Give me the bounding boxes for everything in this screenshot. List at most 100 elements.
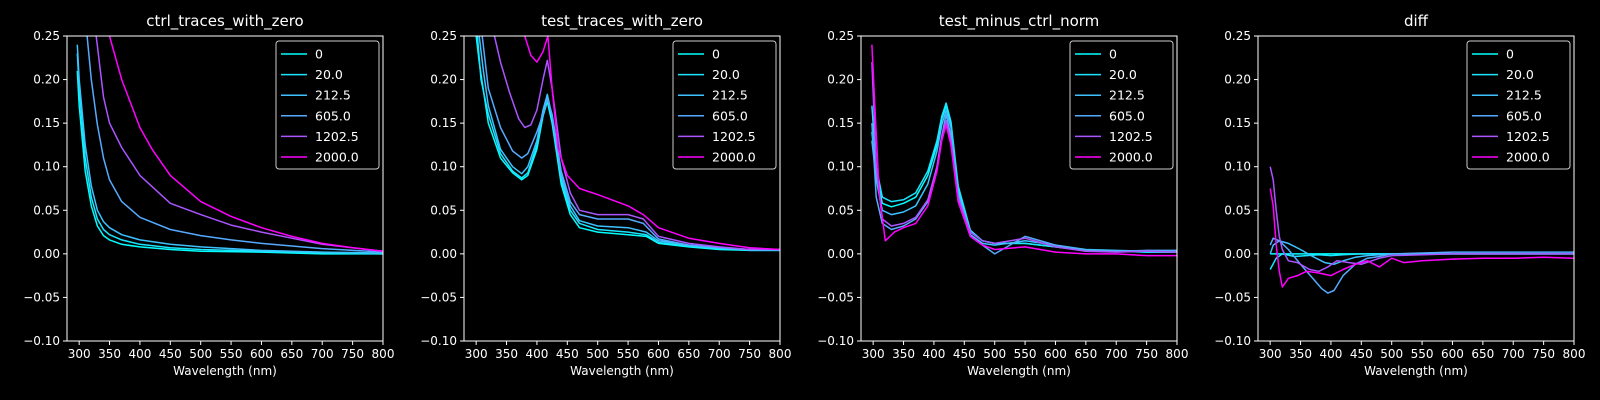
x-tick-label: 650 bbox=[677, 347, 700, 361]
y-tick-label: 0.15 bbox=[33, 116, 60, 130]
legend-label: 212.5 bbox=[712, 88, 748, 103]
y-tick-label: 0.10 bbox=[1224, 160, 1251, 174]
y-tick-label: 0.00 bbox=[33, 247, 60, 261]
x-tick-label: 450 bbox=[556, 347, 579, 361]
series-group bbox=[475, 36, 780, 252]
y-tick-label: 0.05 bbox=[430, 203, 457, 217]
y-tick-label: −0.10 bbox=[1214, 334, 1251, 348]
legend-label: 1202.5 bbox=[1109, 129, 1153, 144]
legend-label: 0 bbox=[315, 47, 323, 62]
x-tick-label: 350 bbox=[495, 347, 518, 361]
legend-label: 212.5 bbox=[315, 88, 351, 103]
y-tick-label: −0.05 bbox=[23, 290, 60, 304]
x-tick-label: 550 bbox=[220, 347, 243, 361]
x-axis-label: Wavelength (nm) bbox=[173, 364, 277, 378]
series-line-605-0 bbox=[86, 36, 383, 253]
y-tick-label: −0.05 bbox=[420, 290, 457, 304]
x-tick-label: 750 bbox=[341, 347, 364, 361]
x-tick-label: 800 bbox=[1166, 347, 1189, 361]
series-line-1202-5 bbox=[1269, 166, 1574, 273]
x-tick-label: 700 bbox=[1105, 347, 1128, 361]
x-tick-label: 350 bbox=[892, 347, 915, 361]
y-tick-label: −0.05 bbox=[1214, 290, 1251, 304]
legend-label: 0 bbox=[1506, 47, 1514, 62]
series-line-212-5 bbox=[76, 44, 383, 254]
y-tick-label: 0.25 bbox=[430, 29, 457, 43]
legend-label: 2000.0 bbox=[1506, 150, 1550, 165]
x-tick-label: 800 bbox=[372, 347, 395, 361]
x-tick-label: 450 bbox=[953, 347, 976, 361]
x-tick-label: 500 bbox=[1380, 347, 1403, 361]
chart-panel-1: ctrl_traces_with_zero 300 350 400 450 500 550 6… bbox=[23, 12, 394, 378]
y-tick-label: −0.05 bbox=[817, 290, 854, 304]
legend-label: 1202.5 bbox=[1506, 129, 1550, 144]
x-tick-label: 600 bbox=[1441, 347, 1464, 361]
y-tick-label: 0.10 bbox=[827, 160, 854, 174]
y-tick-label: 0.25 bbox=[1224, 29, 1251, 43]
y-tick-label: 0.20 bbox=[1224, 73, 1251, 87]
legend-label: 2000.0 bbox=[315, 150, 359, 165]
series-line-605-0 bbox=[481, 36, 780, 251]
x-axis-label: Wavelength (nm) bbox=[570, 364, 674, 378]
y-tick-label: 0.15 bbox=[430, 116, 457, 130]
x-tick-label: 650 bbox=[280, 347, 303, 361]
x-tick-label: 600 bbox=[1044, 347, 1067, 361]
legend-label: 212.5 bbox=[1506, 88, 1542, 103]
y-tick-label: 0.00 bbox=[430, 247, 457, 261]
x-tick-label: 600 bbox=[647, 347, 670, 361]
x-tick-label: 400 bbox=[525, 347, 548, 361]
legend-label: 605.0 bbox=[315, 108, 351, 123]
y-tick-label: 0.15 bbox=[827, 116, 854, 130]
x-tick-label: 300 bbox=[68, 347, 91, 361]
y-tick-label: 0.20 bbox=[430, 73, 457, 87]
x-tick-label: 400 bbox=[1319, 347, 1342, 361]
series-line-2000-0 bbox=[871, 44, 1177, 257]
series-group bbox=[1269, 166, 1574, 294]
legend-label: 0 bbox=[1109, 47, 1117, 62]
legend-label: 20.0 bbox=[712, 67, 740, 82]
y-tick-label: 0.10 bbox=[33, 160, 60, 174]
legend-label: 1202.5 bbox=[712, 129, 756, 144]
x-axis-label: Wavelength (nm) bbox=[1364, 364, 1468, 378]
legend: 0 20.0 212.5 605.0 1202.5 2000.0 bbox=[1069, 40, 1174, 170]
legend-label: 1202.5 bbox=[315, 129, 359, 144]
y-tick-label: −0.10 bbox=[420, 334, 457, 348]
series-line-605-0 bbox=[1269, 237, 1574, 294]
x-tick-label: 350 bbox=[1289, 347, 1312, 361]
y-tick-label: 0.10 bbox=[430, 160, 457, 174]
x-tick-label: 750 bbox=[1135, 347, 1158, 361]
legend-label: 2000.0 bbox=[712, 150, 756, 165]
x-tick-label: 750 bbox=[1532, 347, 1555, 361]
y-tick-label: 0.20 bbox=[827, 73, 854, 87]
series-line-1202-5 bbox=[95, 36, 383, 252]
x-tick-label: 350 bbox=[98, 347, 121, 361]
x-tick-label: 600 bbox=[250, 347, 273, 361]
x-tick-label: 700 bbox=[708, 347, 731, 361]
chart-title: ctrl_traces_with_zero bbox=[146, 12, 303, 31]
y-tick-label: 0.00 bbox=[827, 247, 854, 261]
x-tick-label: 750 bbox=[738, 347, 761, 361]
y-tick-label: 0.05 bbox=[1224, 203, 1251, 217]
series-group bbox=[871, 44, 1177, 257]
series-line-1202-5 bbox=[871, 62, 1177, 253]
x-tick-label: 700 bbox=[1502, 347, 1525, 361]
x-tick-label: 550 bbox=[617, 347, 640, 361]
series-group bbox=[76, 36, 383, 255]
x-tick-label: 800 bbox=[1563, 347, 1586, 361]
legend: 0 20.0 212.5 605.0 1202.5 2000.0 bbox=[275, 40, 380, 170]
x-tick-label: 400 bbox=[128, 347, 151, 361]
series-line-2000-0 bbox=[524, 36, 780, 251]
plot-frame bbox=[860, 35, 1178, 342]
legend-label: 605.0 bbox=[1506, 108, 1542, 123]
y-tick-label: −0.10 bbox=[817, 334, 854, 348]
y-tick-label: 0.05 bbox=[33, 203, 60, 217]
y-tick-label: 0.00 bbox=[1224, 247, 1251, 261]
x-tick-label: 550 bbox=[1411, 347, 1434, 361]
x-tick-label: 300 bbox=[862, 347, 885, 361]
series-line-0 bbox=[76, 70, 383, 255]
legend-label: 20.0 bbox=[1506, 67, 1534, 82]
chart-title: test_traces_with_zero bbox=[541, 12, 703, 31]
x-axis-label: Wavelength (nm) bbox=[967, 364, 1071, 378]
x-tick-label: 500 bbox=[586, 347, 609, 361]
